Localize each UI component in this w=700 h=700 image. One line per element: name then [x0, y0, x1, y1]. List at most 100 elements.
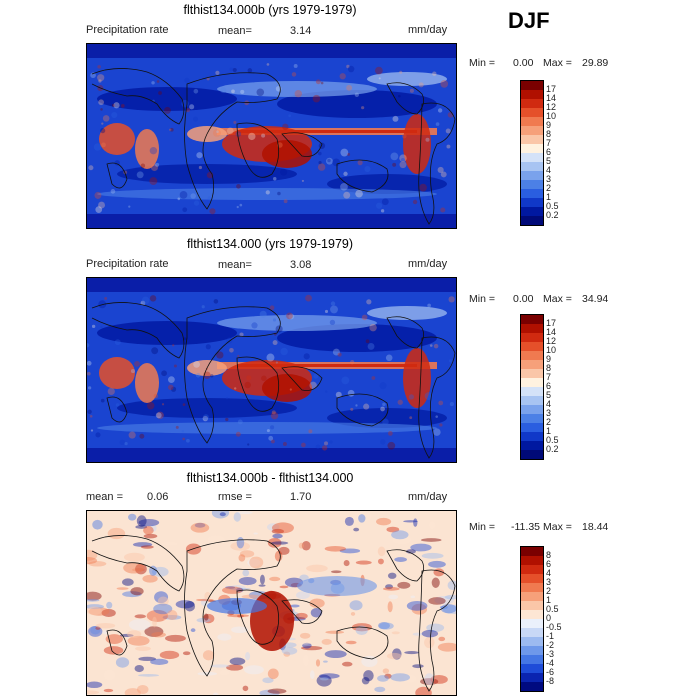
colorbar-tick-label: 7	[546, 372, 552, 382]
colorbar-swatch	[521, 207, 543, 216]
colorbar-swatch	[521, 664, 543, 673]
colorbar-swatch	[521, 441, 543, 450]
panel1-min-value: 0.00	[513, 57, 534, 69]
panel2-min-value: 0.00	[513, 293, 534, 305]
colorbar-tick-label: -3	[546, 649, 555, 659]
panel1-mean-label: mean=	[218, 25, 252, 37]
colorbar-swatch	[521, 126, 543, 135]
colorbar-tick-label: 6	[546, 381, 552, 391]
colorbar-swatch	[521, 351, 543, 360]
panel3-colorbar	[520, 546, 544, 692]
colorbar-swatch	[521, 117, 543, 126]
colorbar-swatch	[521, 574, 543, 583]
colorbar-tick-label: 5	[546, 390, 552, 400]
colorbar-tick-label: 1	[546, 595, 552, 605]
colorbar-swatch	[521, 342, 543, 351]
colorbar-tick-label: 9	[546, 120, 552, 130]
colorbar-tick-label: -0.5	[546, 622, 562, 632]
panel3-max-value: 18.44	[582, 521, 609, 533]
colorbar-tick-label: -1	[546, 631, 555, 641]
colorbar-swatch	[521, 216, 543, 225]
colorbar-tick-label: 0.5	[546, 604, 559, 614]
colorbar-tick-label: 2	[546, 183, 552, 193]
panel2-left-label: Precipitation rate	[86, 258, 169, 270]
panel3-title: flthist134.000b - flthist134.000	[186, 471, 354, 485]
panel3-units: mm/day	[408, 491, 448, 503]
colorbar-tick-label: 2	[546, 586, 552, 596]
colorbar-tick-label: 3	[546, 174, 552, 184]
colorbar-tick-label: -2	[546, 640, 555, 650]
colorbar-swatch	[521, 646, 543, 655]
panel2-map	[86, 277, 457, 463]
colorbar-tick-label: 10	[546, 345, 557, 355]
colorbar-swatch	[521, 619, 543, 628]
panel3-max-label: Max =	[543, 521, 572, 533]
colorbar-swatch	[521, 682, 543, 691]
colorbar-tick-label: 0	[546, 613, 552, 623]
panel1-mean-value: 3.14	[290, 25, 312, 37]
colorbar-tick-label: 0.2	[546, 210, 559, 220]
colorbar-swatch	[521, 171, 543, 180]
colorbar-swatch	[521, 655, 543, 664]
panel1-min-label: Min =	[469, 57, 495, 69]
colorbar-swatch	[521, 556, 543, 565]
colorbar-tick-label: 0.5	[546, 435, 559, 445]
colorbar-swatch	[521, 396, 543, 405]
colorbar-tick-label: -8	[546, 676, 555, 686]
panel3-min-value: -11.35	[511, 521, 540, 533]
colorbar-swatch	[521, 637, 543, 646]
panel3-min-label: Min =	[469, 521, 495, 533]
colorbar-tick-label: 4	[546, 568, 552, 578]
colorbar-swatch	[521, 628, 543, 637]
colorbar-swatch	[521, 378, 543, 387]
panel2-mean-label: mean=	[218, 259, 252, 271]
colorbar-tick-label: 14	[546, 327, 557, 337]
panel1-max-value: 29.89	[582, 57, 609, 69]
colorbar-swatch	[521, 601, 543, 610]
panel2-colorbar	[520, 314, 544, 460]
colorbar-swatch	[521, 387, 543, 396]
colorbar-swatch	[521, 414, 543, 423]
colorbar-tick-label: 1	[546, 192, 552, 202]
colorbar-swatch	[521, 81, 543, 90]
panel3-mean-value: 0.06	[147, 491, 169, 503]
colorbar-swatch	[521, 333, 543, 342]
colorbar-tick-label: 4	[546, 165, 552, 175]
panel1-units: mm/day	[408, 24, 448, 36]
colorbar-swatch	[521, 547, 543, 556]
colorbar-tick-label: 14	[546, 93, 557, 103]
panel2-max-value: 34.94	[582, 293, 609, 305]
colorbar-tick-label: -6	[546, 667, 555, 677]
colorbar-swatch	[521, 423, 543, 432]
colorbar-swatch	[521, 99, 543, 108]
season-label: DJF	[508, 8, 550, 33]
colorbar-tick-label: 8	[546, 129, 552, 139]
colorbar-tick-label: 9	[546, 354, 552, 364]
panel1-map	[86, 43, 457, 229]
colorbar-swatch	[521, 108, 543, 117]
colorbar-swatch	[521, 153, 543, 162]
colorbar-tick-label: 6	[546, 559, 552, 569]
panel3-rmse-value: 1.70	[290, 491, 312, 503]
panel1-left-label: Precipitation rate	[86, 24, 169, 36]
colorbar-tick-label: 2	[546, 417, 552, 427]
colorbar-swatch	[521, 610, 543, 619]
colorbar-tick-label: 3	[546, 408, 552, 418]
colorbar-swatch	[521, 315, 543, 324]
panel1-title: flthist134.000b (yrs 1979-1979)	[183, 3, 357, 17]
colorbar-swatch	[521, 432, 543, 441]
colorbar-swatch	[521, 592, 543, 601]
colorbar-tick-label: 5	[546, 156, 552, 166]
colorbar-swatch	[521, 405, 543, 414]
panel3-rmse-label: rmse =	[218, 491, 252, 503]
colorbar-swatch	[521, 198, 543, 207]
colorbar-tick-label: 8	[546, 363, 552, 373]
colorbar-tick-label: 8	[546, 550, 552, 560]
colorbar-tick-label: 10	[546, 111, 557, 121]
panel3-mean-label: mean =	[86, 491, 123, 503]
panel1-colorbar	[520, 80, 544, 226]
colorbar-tick-label: -4	[546, 658, 555, 668]
colorbar-swatch	[521, 90, 543, 99]
colorbar-swatch	[521, 360, 543, 369]
colorbar-tick-label: 3	[546, 577, 552, 587]
